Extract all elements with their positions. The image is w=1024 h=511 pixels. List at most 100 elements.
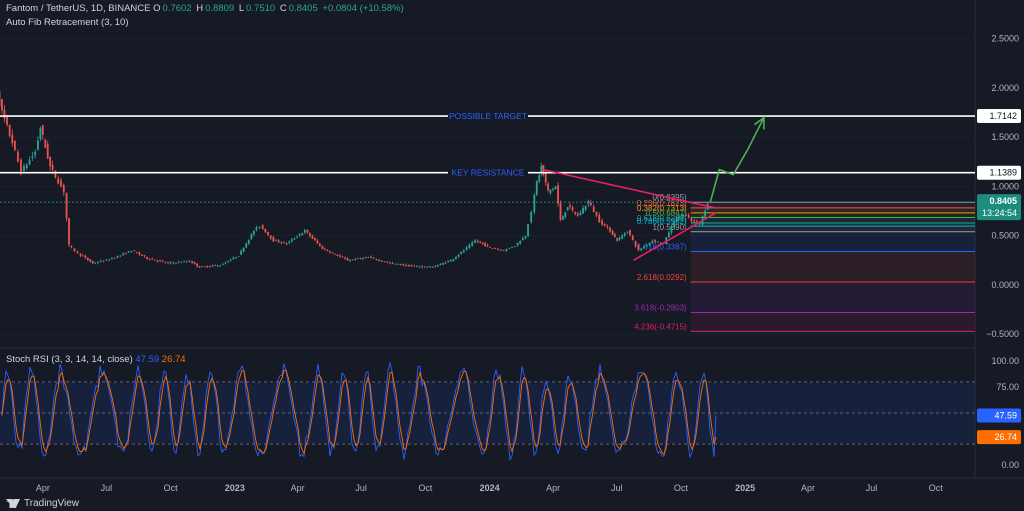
candle-body [62, 184, 65, 193]
time-tick-label: Jul [355, 483, 367, 493]
candle-body [606, 225, 609, 228]
triangle-lower-trendline [633, 212, 717, 261]
candle-body [177, 261, 180, 263]
candle-body [397, 263, 399, 265]
candle-body [513, 245, 516, 247]
tradingview-logo[interactable]: TradingView [6, 498, 79, 509]
candle-body [643, 246, 645, 249]
level-price-label: 1.7142 [989, 111, 1017, 121]
candle-body [39, 128, 42, 140]
candle-body [250, 234, 253, 239]
time-tick-label: Oct [929, 483, 944, 493]
symbol-header: Fantom / TetherUS, 1D, BINANCE O 0.7602 H… [6, 3, 404, 14]
fib-level-label: 4.236(-0.4715) [634, 322, 687, 331]
candle-body [285, 242, 288, 244]
level-name-label: POSSIBLE TARGET [449, 111, 527, 121]
candle-body [130, 250, 133, 253]
time-tick-label: 2024 [480, 483, 500, 493]
candle-body [288, 241, 291, 243]
candle-body [457, 254, 460, 257]
stoch-rsi-header[interactable]: Stoch RSI (3, 3, 14, 14, close) 47.59 26… [6, 354, 186, 365]
candle-body [421, 266, 424, 268]
time-tick-label: Oct [418, 483, 433, 493]
candle-body [258, 226, 261, 228]
candle-body [407, 264, 410, 267]
candle-body [613, 234, 616, 238]
candle-body [198, 266, 201, 268]
level-price-badge [977, 165, 1021, 180]
candle-body [60, 180, 62, 187]
candle-body [196, 263, 199, 267]
candle-body [339, 255, 341, 257]
candle-body [159, 260, 162, 262]
stoch-k-badge [977, 408, 1021, 423]
fib-indicator-label[interactable]: Auto Fib Retracement (3, 10) [6, 17, 129, 28]
candle-body [410, 265, 413, 267]
candle-body [167, 262, 169, 264]
candle-body [468, 244, 471, 248]
fib-level-label: 0.5(0.6847) [646, 208, 687, 217]
candle-body [143, 255, 146, 257]
candle-body [479, 241, 482, 243]
candle-body [73, 248, 76, 252]
candle-body [84, 256, 87, 258]
price-tick-label: 1.5000 [991, 132, 1019, 142]
candle-body [587, 200, 590, 205]
candle-body [91, 261, 94, 264]
candle-body [675, 217, 678, 222]
candle-body [611, 230, 614, 235]
candle-body [413, 265, 416, 267]
candle-body [670, 225, 673, 233]
time-tick-label: Apr [546, 483, 560, 493]
stoch-d-badge [977, 430, 1021, 445]
candle-body [582, 208, 584, 214]
candle-body [549, 189, 552, 194]
candle-body [589, 202, 592, 205]
open-label: O [153, 3, 161, 14]
candle-body [673, 221, 676, 228]
candle-body [219, 265, 222, 267]
candle-body [592, 206, 595, 212]
fib-level-label: 0.786(0.5962) [637, 217, 687, 226]
candle-body [402, 264, 405, 266]
candle-body [391, 263, 394, 264]
candle-body [579, 212, 582, 216]
time-tick-label: Apr [801, 483, 815, 493]
time-tick-label: Apr [291, 483, 305, 493]
candle-body [237, 255, 240, 257]
candle-body [6, 117, 8, 125]
candle-body [481, 242, 484, 244]
fib-zone [690, 226, 975, 232]
candle-body [206, 266, 209, 268]
time-tick-label: Jul [101, 483, 113, 493]
candle-body [598, 214, 601, 223]
candle-body [574, 212, 577, 214]
candle-body [141, 254, 143, 256]
candle-body [372, 257, 375, 259]
candle-body [434, 266, 437, 268]
candle-body [595, 211, 598, 216]
candle-body [704, 210, 707, 217]
time-tick-label: Jul [611, 483, 623, 493]
candle-body [224, 262, 227, 264]
candle-body [455, 256, 457, 259]
candle-body [306, 229, 309, 233]
candle-body [626, 231, 629, 233]
candle-body [462, 250, 465, 253]
candle-body [447, 261, 450, 262]
last-price-badge [977, 194, 1021, 221]
candle-body [344, 257, 346, 259]
candle-body [309, 233, 311, 237]
candle-body [444, 262, 447, 264]
candle-body [698, 223, 701, 225]
candle-body [319, 243, 321, 246]
low-value: 0.7510 [246, 3, 276, 14]
low-label: L [238, 3, 245, 14]
candle-body [533, 195, 536, 213]
candle-body [122, 253, 125, 255]
candle-body [57, 178, 60, 184]
time-tick-label: Apr [36, 483, 50, 493]
candle-body [232, 257, 235, 260]
candle-body [678, 216, 681, 219]
